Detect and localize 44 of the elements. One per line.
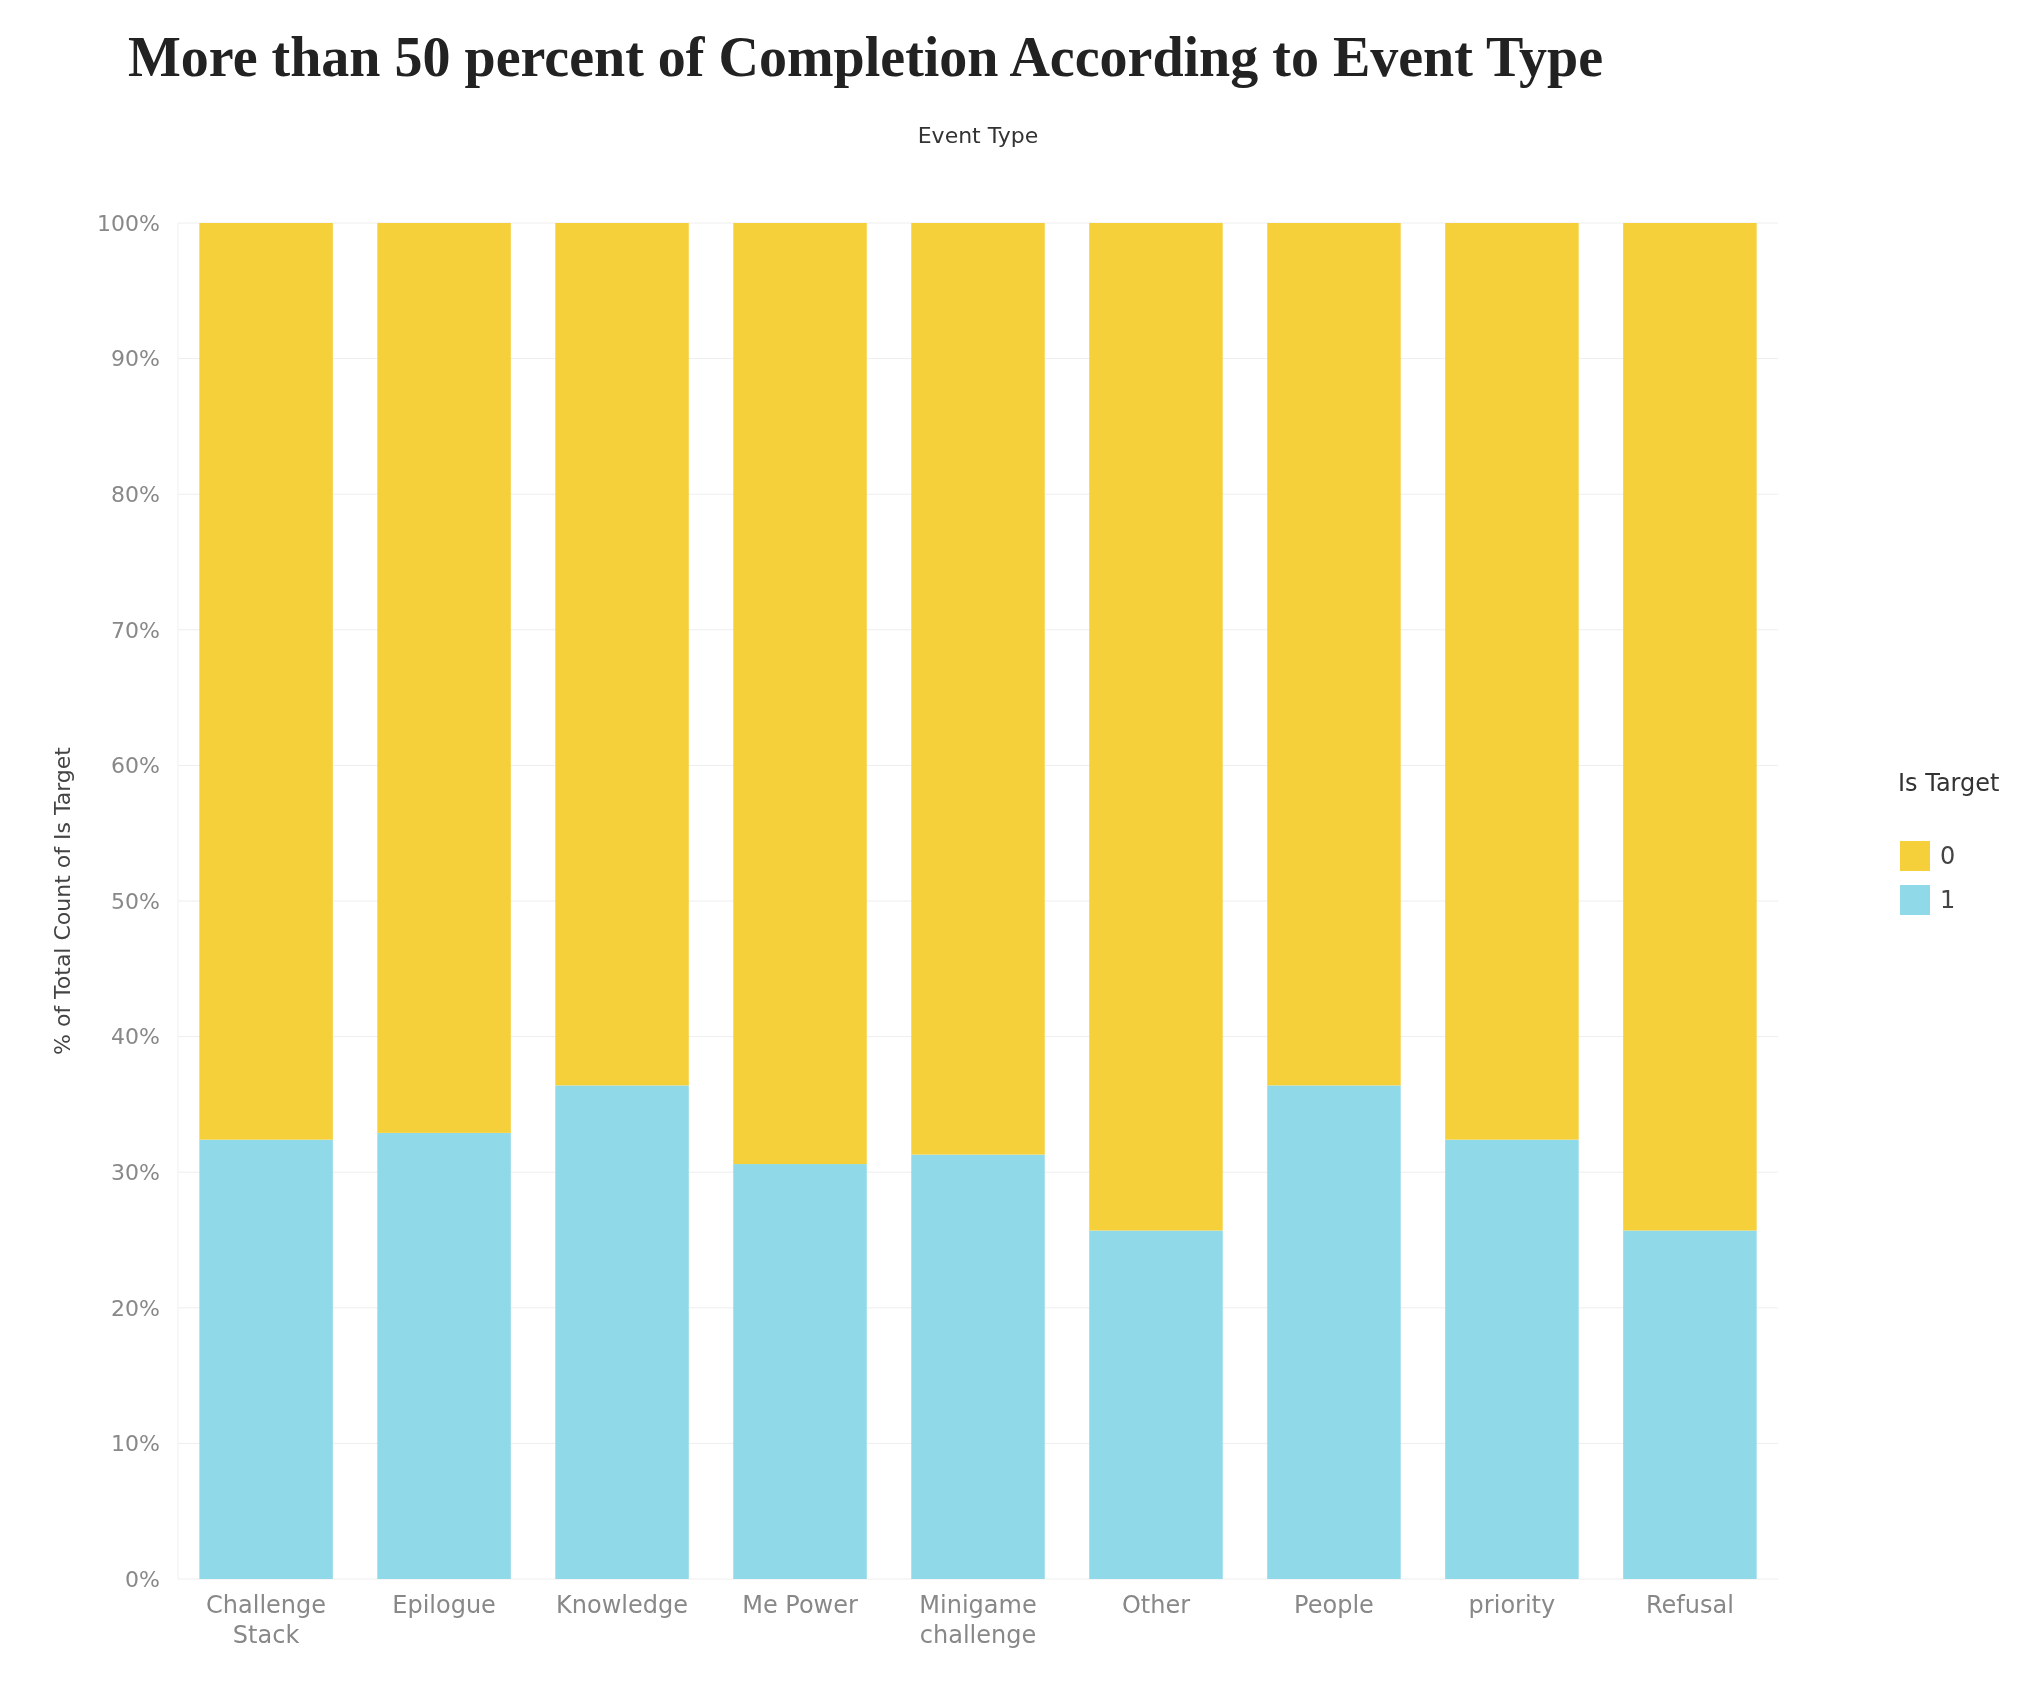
y-tick-label: 30% xyxy=(111,1159,160,1185)
x-tick-label: Me Power xyxy=(742,1591,858,1619)
chart-title: More than 50 percent of Completion According to Event Type xyxy=(128,26,1604,88)
bar xyxy=(555,223,689,1086)
x-tick-label: Epilogue xyxy=(392,1591,496,1619)
x-tick-label: Minigame challenge xyxy=(919,1591,1037,1649)
bar xyxy=(1267,223,1401,1086)
y-tick-label: 90% xyxy=(111,346,160,372)
x-tick-label: Knowledge xyxy=(556,1591,689,1619)
y-tick-label: 50% xyxy=(111,888,160,914)
x-tick-label: Challenge Stack xyxy=(206,1591,327,1649)
bar xyxy=(1267,1085,1401,1579)
bar xyxy=(1623,1230,1757,1579)
bar xyxy=(1089,223,1223,1231)
y-tick-label: 10% xyxy=(111,1431,160,1457)
x-axis-title: Event Type xyxy=(917,123,1039,148)
bar xyxy=(733,1164,867,1579)
bar xyxy=(377,223,511,1133)
legend-label: 1 xyxy=(1940,886,1956,915)
y-tick-label: 100% xyxy=(97,210,160,236)
bar xyxy=(733,223,867,1165)
bar xyxy=(555,1085,689,1579)
bar xyxy=(199,223,333,1140)
x-tick-label: Other xyxy=(1121,1591,1191,1619)
bar xyxy=(1623,223,1757,1231)
x-tick-label: Refusal xyxy=(1645,1591,1734,1619)
bar xyxy=(1445,1139,1579,1579)
y-tick-label: 70% xyxy=(111,617,160,643)
bar xyxy=(1089,1230,1223,1579)
bar xyxy=(911,223,1045,1155)
bar xyxy=(199,1139,333,1579)
bar xyxy=(911,1154,1045,1579)
legend-label: 0 xyxy=(1940,842,1956,871)
x-tick-label: People xyxy=(1294,1591,1374,1619)
y-tick-label: 20% xyxy=(111,1295,160,1321)
bar xyxy=(377,1132,511,1579)
y-axis-title: % of Total Count of Is Target xyxy=(50,746,75,1055)
x-tick-label: priority xyxy=(1468,1591,1556,1619)
y-tick-label: 0% xyxy=(125,1566,160,1592)
y-tick-label: 80% xyxy=(111,481,160,507)
y-tick-label: 40% xyxy=(111,1024,160,1050)
bar xyxy=(1445,223,1579,1140)
legend-title: Is Target xyxy=(1898,769,2000,797)
y-tick-label: 60% xyxy=(111,753,160,779)
